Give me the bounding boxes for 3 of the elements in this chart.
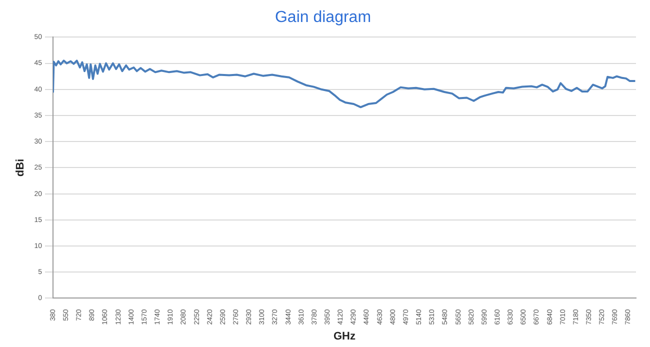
x-axis-title: GHz [333,330,356,342]
y-axis-title: dBi [14,158,27,177]
chart-title: Gain diagram [274,9,372,26]
